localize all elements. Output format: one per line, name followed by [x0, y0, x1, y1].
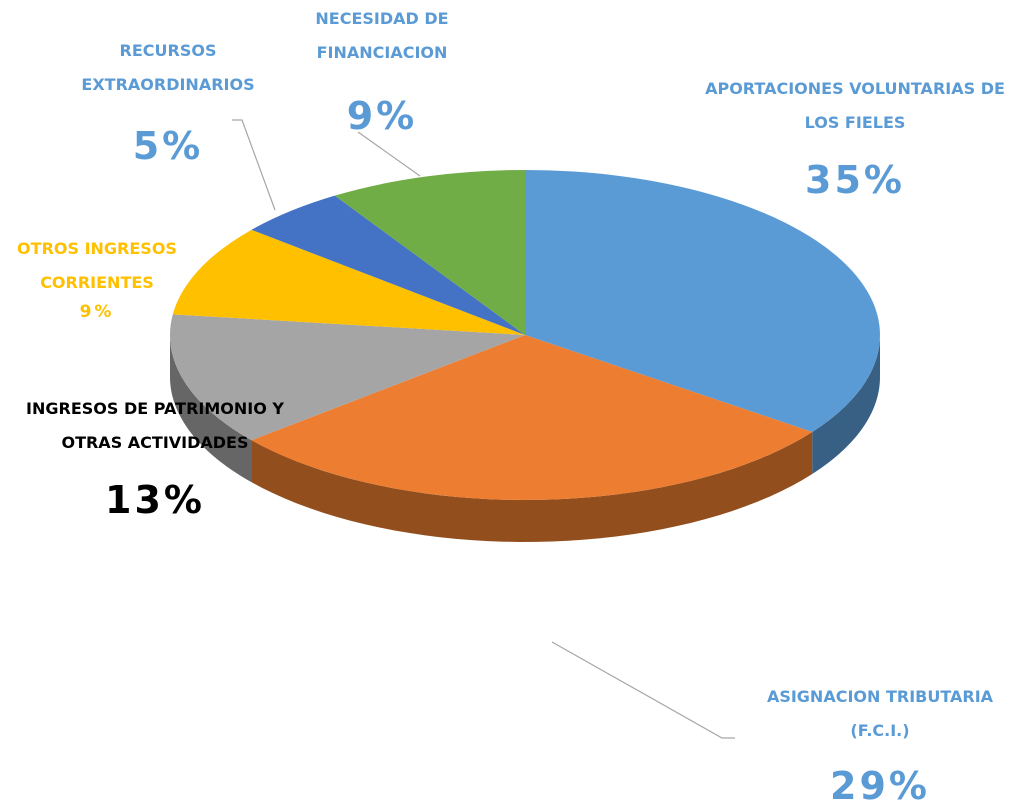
- slice-side: [170, 335, 252, 483]
- category-label: ASIGNACION TRIBUTARIA (F.C.I.): [766, 687, 994, 740]
- pie-slice: [251, 335, 813, 500]
- value-label: 35%: [805, 158, 905, 202]
- pie-slice: [172, 229, 525, 335]
- category-label: INGRESOS DE PATRIMONIO Y OTRAS ACTIVIDAD…: [26, 399, 284, 452]
- category-label: RECURSOS EXTRAORDINARIOS: [81, 41, 255, 94]
- value-label: 9%: [346, 94, 418, 138]
- slice-side: [251, 431, 813, 542]
- leader-line: [551, 641, 735, 739]
- leader-line: [232, 119, 276, 211]
- pie-slice: [251, 195, 525, 335]
- slice-side: [812, 335, 880, 474]
- value-label: 29%: [830, 764, 930, 808]
- pie-slice: [334, 170, 525, 335]
- value-label: 5%: [132, 124, 204, 168]
- category-label: APORTACIONES VOLUNTARIAS DE LOS FIELES: [705, 79, 1005, 132]
- category-label: NECESIDAD DE FINANCIACION: [315, 9, 449, 62]
- category-label: OTROS INGRESOS CORRIENTES: [17, 239, 177, 292]
- leader-line: [357, 131, 421, 177]
- value-label: 9%: [79, 302, 115, 322]
- pie-slice: [170, 314, 525, 441]
- value-label: 13%: [105, 478, 205, 522]
- pie-slice: [525, 170, 880, 432]
